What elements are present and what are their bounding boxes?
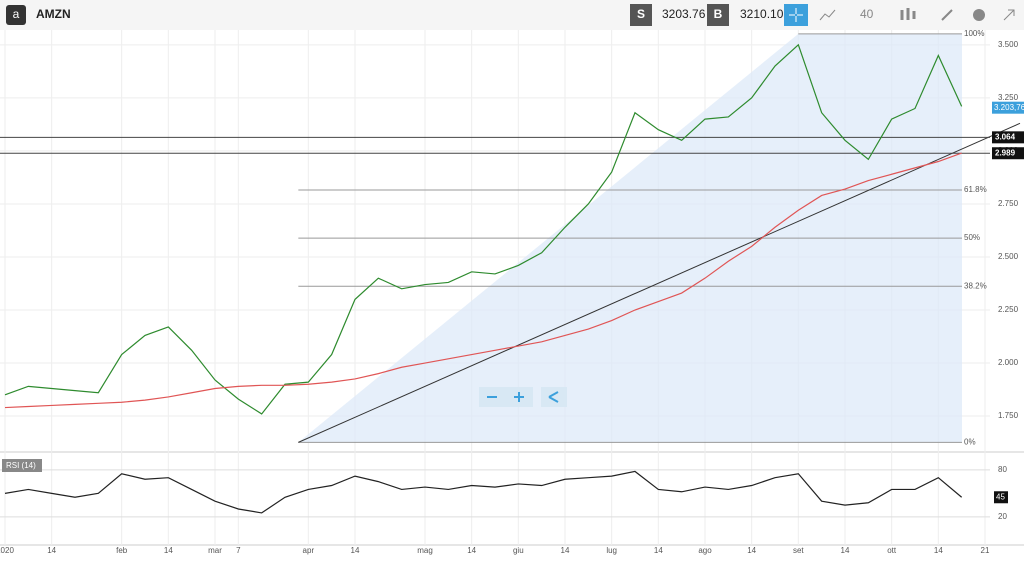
y-tick-label: 2.500 [998,252,1019,261]
fib-label: 0% [964,437,976,446]
series-line [4,152,962,409]
x-tick-label: ott [887,546,897,555]
level-tag [992,131,1024,144]
rsi-tick-label: 80 [998,465,1007,474]
x-tick-label: 14 [654,546,663,555]
fib-label: 38.2% [964,281,987,290]
rsi-last-value: 45 [996,492,1005,501]
sell-price: 3203.76 [662,7,706,21]
x-tick-label: 14 [747,546,756,555]
share-box[interactable] [541,387,567,407]
price-tag-label: 3.203,76 [994,103,1024,112]
zoom-controls [479,387,567,407]
timeframe[interactable]: 40 [860,7,874,21]
level-tag [992,147,1024,160]
y-tick-label: 3.250 [998,93,1019,102]
y-tick-label: 2.750 [998,199,1019,208]
sell-button[interactable] [630,4,652,26]
buy-button[interactable] [707,4,729,26]
crosshair-button[interactable] [784,4,808,26]
price-tag [992,101,1024,114]
toolbar [0,0,1024,30]
x-tick-label: 14 [934,546,943,555]
fib-label: 50% [964,233,980,242]
x-tick-label: 14 [351,546,360,555]
settings-icon[interactable] [973,9,985,21]
logo [6,5,26,25]
level-tag-label: 3.064 [995,132,1016,141]
x-tick-label: 14 [47,546,56,555]
x-tick-label: 14 [841,546,850,555]
x-tick-label: mag [417,546,433,555]
x-tick-label: feb [116,546,128,555]
y-tick-label: 2.250 [998,305,1019,314]
x-tick-label: ago [698,546,712,555]
crosshair-icon [789,8,803,22]
x-tick-label: 14 [561,546,570,555]
rsi-tag [994,491,1008,504]
symbol[interactable]: AMZN [36,7,71,21]
x-tick-label: 14 [164,546,173,555]
trend-line [298,122,1021,443]
share-icon [548,391,559,403]
rsi-tick-label: 20 [998,512,1007,521]
logo-letter: a [13,7,20,21]
x-tick-label: 7 [236,546,241,555]
chart-type-icon[interactable] [819,9,836,21]
draw-icon[interactable] [941,9,953,21]
x-tick-label: apr [303,546,315,555]
x-tick-label: 14 [467,546,476,555]
candles-icon[interactable] [900,8,916,20]
zoom-in[interactable] [514,392,524,402]
x-tick-label: 2020 [0,546,14,555]
sell-label: S [637,7,645,21]
x-tick-label: set [793,546,804,555]
rsi-title-box [2,459,42,472]
series-line [4,43,963,415]
x-tick-label: giu [513,546,524,555]
x-tick-label: mar [208,546,222,555]
fullscreen-icon[interactable] [1003,9,1015,21]
level-tag-label: 2.989 [995,148,1016,157]
buy-label: B [714,7,723,21]
x-tick-label: 21 [981,546,990,555]
buy-price: 3210.10 [740,7,784,21]
y-tick-label: 3.500 [998,40,1019,49]
series-line [4,470,963,514]
y-tick-label: 2.000 [998,358,1019,367]
fib-label: 61.8% [964,185,987,194]
y-tick-label: 1.750 [998,411,1019,420]
rsi-title: RSI (14) [6,461,36,470]
x-tick-label: lug [606,546,617,555]
fib-label: 100% [964,29,984,38]
